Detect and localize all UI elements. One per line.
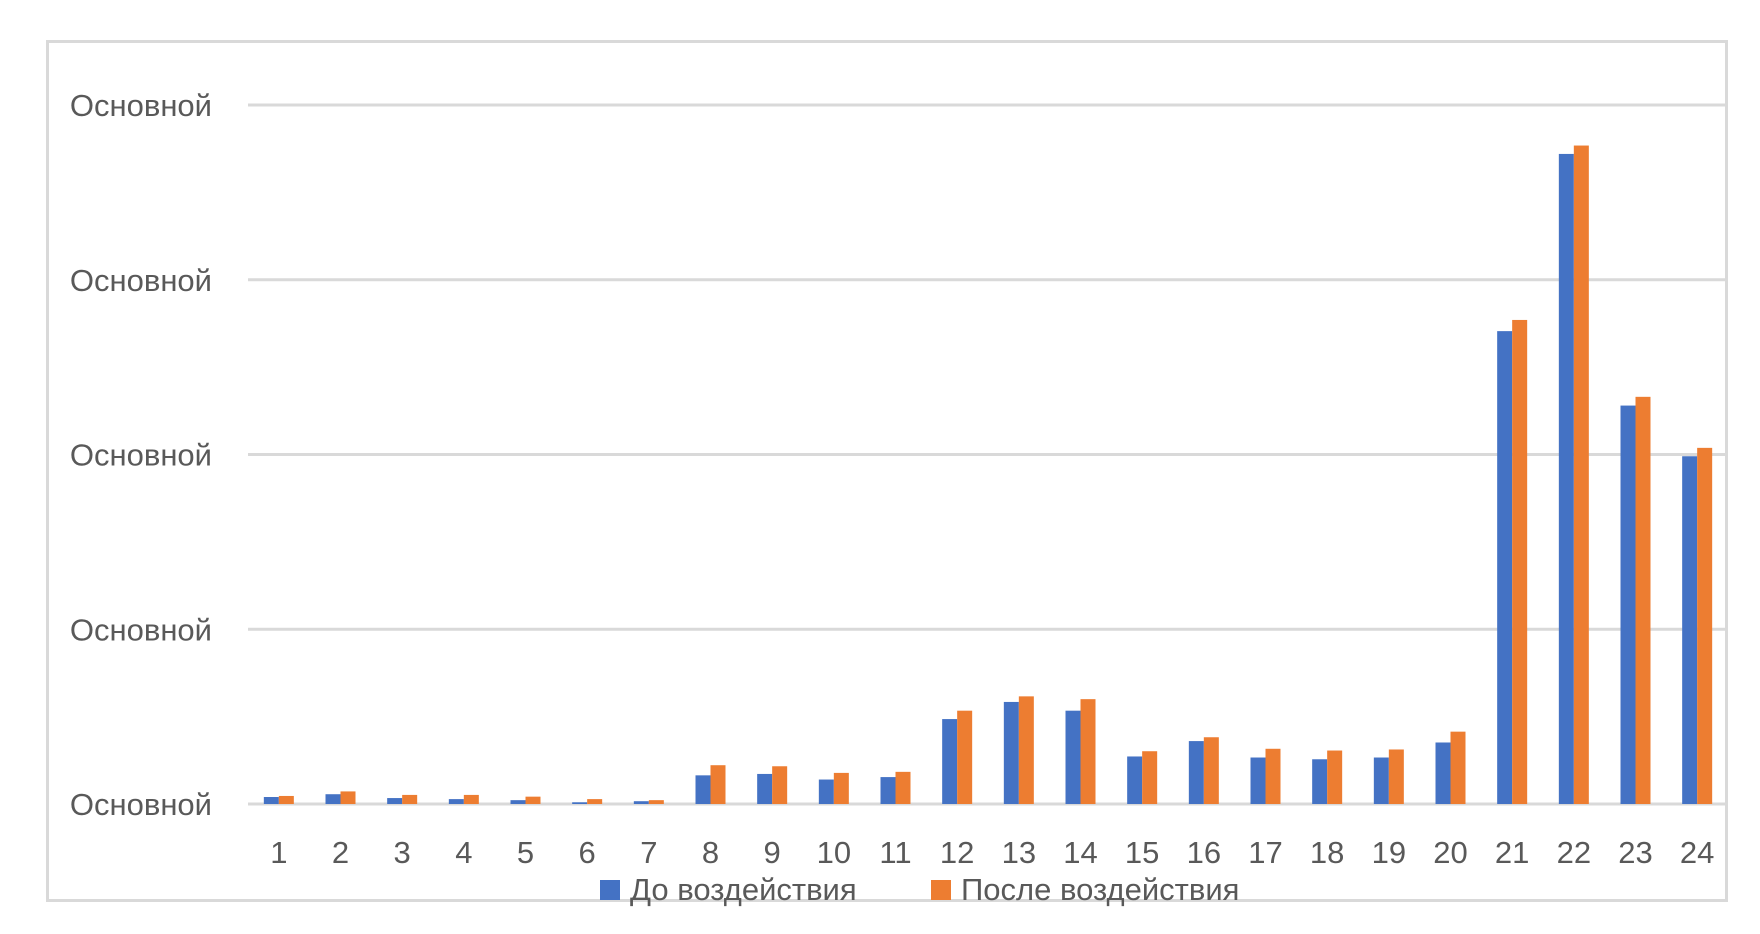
bar-after-4 xyxy=(463,794,479,804)
bar-before-4 xyxy=(448,799,464,804)
gridlines xyxy=(248,103,1728,806)
bar-before-6 xyxy=(572,802,588,804)
bar-after-22 xyxy=(1573,145,1589,805)
bar-after-1 xyxy=(278,795,294,804)
y-tick-label: Основной xyxy=(70,438,212,473)
bar-before-17 xyxy=(1250,757,1266,804)
bar-before-15 xyxy=(1127,756,1143,804)
y-tick-label: Основной xyxy=(70,612,212,647)
bar-after-20 xyxy=(1450,731,1466,804)
bar-after-17 xyxy=(1265,748,1281,804)
x-tick-label: 5 xyxy=(517,835,534,870)
x-axis-tick-labels: 1 2 3 4 5 6 7 8 9 10 11 12 13 14 15 16 17 18 19 20 21 22 23 24 xyxy=(270,835,1714,870)
bar-before-19 xyxy=(1373,757,1389,804)
x-tick-label: 20 xyxy=(1433,835,1467,870)
y-tick-label: Основной xyxy=(70,88,212,123)
bar-after-23 xyxy=(1635,396,1651,804)
bar-before-20 xyxy=(1435,742,1451,804)
bar-before-21 xyxy=(1497,331,1513,804)
bar-before-16 xyxy=(1188,741,1204,804)
legend: До воздействия После воздействия xyxy=(600,872,1239,907)
bar-before-22 xyxy=(1558,153,1574,804)
x-tick-label: 23 xyxy=(1618,835,1652,870)
x-tick-label: 18 xyxy=(1310,835,1344,870)
bar-after-3 xyxy=(402,794,418,804)
bar-before-24 xyxy=(1682,456,1698,804)
bar-before-9 xyxy=(757,773,773,804)
bar-after-18 xyxy=(1327,750,1343,804)
bar-after-19 xyxy=(1388,749,1404,804)
x-tick-label: 9 xyxy=(764,835,781,870)
x-tick-label: 22 xyxy=(1557,835,1591,870)
x-tick-label: 3 xyxy=(394,835,411,870)
x-tick-label: 14 xyxy=(1063,835,1097,870)
bar-after-13 xyxy=(1018,696,1034,804)
y-axis-tick-labels: Основной Основной Основной Основной Основной xyxy=(70,88,212,822)
x-tick-label: 19 xyxy=(1372,835,1406,870)
bar-after-9 xyxy=(772,766,788,804)
x-tick-label: 2 xyxy=(332,835,349,870)
bar-before-18 xyxy=(1312,759,1328,804)
x-tick-label: 10 xyxy=(817,835,851,870)
bar-before-12 xyxy=(942,719,958,804)
x-tick-label: 7 xyxy=(640,835,657,870)
x-tick-label: 17 xyxy=(1248,835,1282,870)
x-tick-label: 15 xyxy=(1125,835,1159,870)
bar-before-1 xyxy=(263,797,279,804)
bar-after-7 xyxy=(648,800,664,804)
x-tick-label: 11 xyxy=(879,835,911,870)
bar-before-3 xyxy=(387,798,403,804)
legend-swatch-after xyxy=(931,880,951,900)
x-tick-label: 4 xyxy=(455,835,472,870)
bar-after-10 xyxy=(833,772,849,804)
bar-after-11 xyxy=(895,771,911,804)
x-tick-label: 21 xyxy=(1495,835,1529,870)
x-tick-label: 13 xyxy=(1002,835,1036,870)
bar-after-21 xyxy=(1512,319,1528,804)
bars xyxy=(263,145,1713,805)
bar-after-24 xyxy=(1697,447,1713,804)
x-tick-label: 8 xyxy=(702,835,719,870)
bar-after-8 xyxy=(710,765,726,804)
y-tick-label: Основной xyxy=(70,263,212,298)
bar-after-12 xyxy=(957,710,973,804)
x-tick-label: 24 xyxy=(1680,835,1714,870)
bar-before-2 xyxy=(325,794,341,804)
bar-after-5 xyxy=(525,796,541,804)
bar-before-14 xyxy=(1065,710,1081,804)
bar-before-10 xyxy=(818,779,834,804)
bar-after-14 xyxy=(1080,699,1096,804)
bar-before-23 xyxy=(1620,405,1636,804)
legend-swatch-before xyxy=(600,880,620,900)
bar-before-8 xyxy=(695,775,711,804)
bar-before-13 xyxy=(1003,701,1019,804)
legend-label-before: До воздействия xyxy=(630,872,857,907)
bar-after-15 xyxy=(1142,751,1158,804)
x-tick-label: 1 xyxy=(270,835,287,870)
x-tick-label: 6 xyxy=(579,835,596,870)
x-tick-label: 12 xyxy=(940,835,974,870)
bar-before-11 xyxy=(880,777,896,804)
bar-after-2 xyxy=(340,791,356,804)
y-tick-label: Основной xyxy=(70,787,212,822)
bar-after-16 xyxy=(1203,737,1219,804)
bar-before-7 xyxy=(633,801,649,804)
legend-label-after: После воздействия xyxy=(961,872,1239,907)
x-tick-label: 16 xyxy=(1187,835,1221,870)
bar-before-5 xyxy=(510,800,526,804)
bar-after-6 xyxy=(587,799,603,804)
